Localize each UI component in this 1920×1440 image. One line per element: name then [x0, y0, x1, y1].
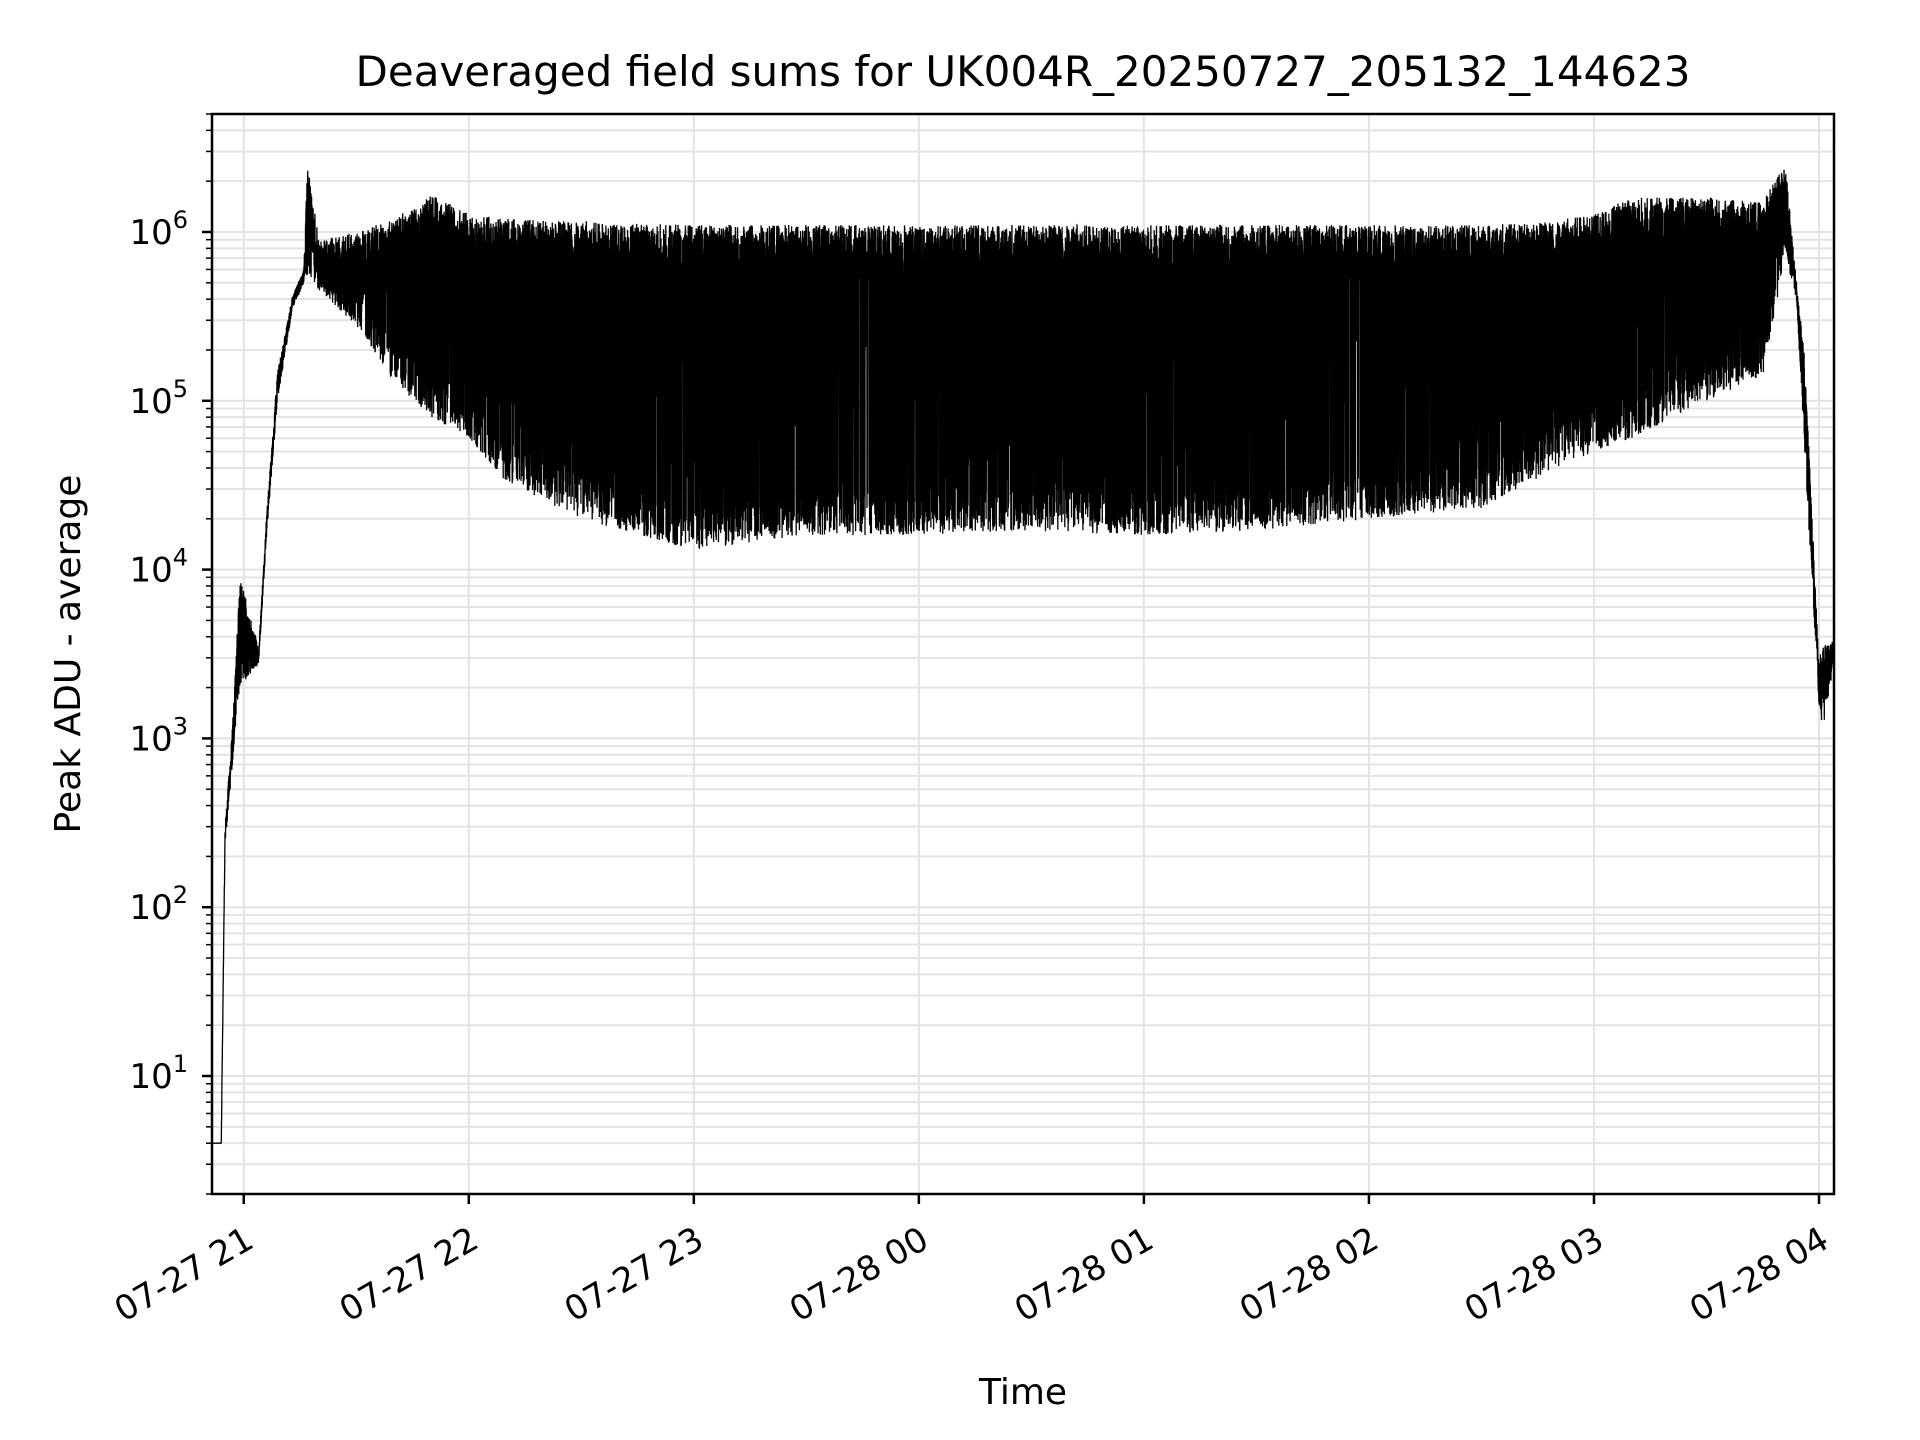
y-tick-exponent: 6: [173, 206, 188, 234]
x-tick-label: 07-28 01: [1008, 1219, 1160, 1330]
y-tick-exponent: 3: [173, 712, 188, 740]
tick-layer: [202, 113, 1821, 1204]
y-tick-base: 10: [129, 213, 172, 253]
x-tick-label: 07-28 02: [1233, 1219, 1385, 1330]
x-tick-label: 07-28 04: [1683, 1219, 1835, 1330]
y-tick-label: 102: [129, 881, 188, 928]
series-layer: [212, 169, 1835, 1144]
y-tick-exponent: 2: [173, 881, 188, 909]
y-tick-exponent: 5: [173, 375, 188, 403]
chart-title: Deaveraged field sums for UK004R_2025072…: [356, 47, 1691, 96]
x-tick-label: 07-27 22: [333, 1219, 485, 1330]
series-line: [212, 169, 1835, 1144]
y-tick-label: 106: [129, 206, 188, 253]
y-tick-exponent: 4: [173, 544, 188, 572]
y-tick-base: 10: [129, 551, 172, 591]
y-tick-base: 10: [129, 1057, 172, 1097]
y-tick-label: 101: [129, 1050, 188, 1097]
x-tick-label: 07-27 23: [558, 1219, 710, 1330]
x-tick-label: 07-28 03: [1458, 1219, 1610, 1330]
y-tick-label: 103: [129, 712, 188, 759]
y-tick-exponent: 1: [173, 1050, 188, 1078]
y-axis-label: Peak ADU - average: [48, 475, 89, 834]
y-tick-base: 10: [129, 382, 172, 422]
x-axis-label: Time: [978, 1372, 1067, 1413]
x-tick-label: 07-27 21: [108, 1219, 260, 1330]
plot-frame: [210, 112, 1836, 1196]
y-tick-base: 10: [129, 888, 172, 928]
x-tick-label: 07-28 00: [783, 1219, 935, 1330]
y-tick-label: 104: [129, 544, 188, 591]
y-tick-label: 105: [129, 375, 188, 422]
y-tick-base: 10: [129, 719, 172, 759]
